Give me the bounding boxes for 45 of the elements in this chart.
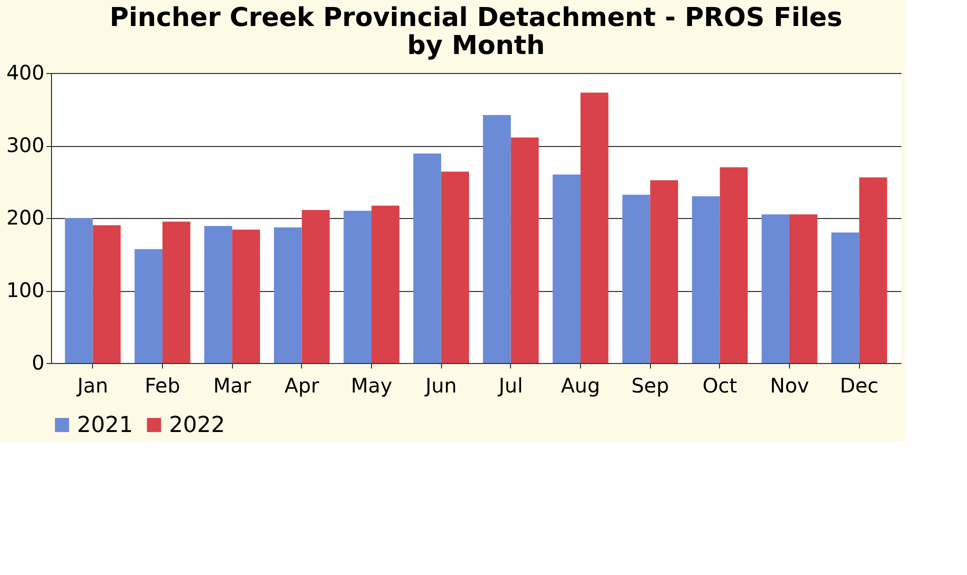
text: by Month [407, 31, 545, 61]
bar [552, 174, 581, 363]
bar [762, 214, 790, 363]
bar [482, 115, 511, 363]
bar [650, 180, 678, 363]
bar [371, 206, 400, 363]
y-tick-label: 300 [6, 133, 44, 157]
y-tick-label: 0 [32, 350, 44, 374]
x-tick-label: Jun [424, 374, 457, 398]
bar [204, 226, 232, 363]
bar [134, 249, 162, 363]
bar [302, 210, 330, 363]
x-tick-label: Dec [840, 374, 879, 398]
x-tick-label: Aug [560, 374, 600, 398]
y-tick-label: 100 [6, 278, 44, 302]
bar [580, 92, 608, 363]
x-tick-label: Mar [213, 374, 252, 398]
x-tick-label: Sep [631, 374, 670, 398]
x-tick-label: Jul [496, 374, 523, 398]
text: Pincher Creek Provincial Detachment - PROS Files [110, 3, 842, 33]
x-tick-label: Nov [770, 374, 810, 398]
x-tick-label: Feb [144, 374, 180, 398]
legend-label: 2021 [77, 413, 133, 438]
bar [162, 222, 190, 363]
bar [274, 227, 302, 363]
bar [344, 210, 372, 363]
bar [441, 172, 470, 363]
bar [622, 194, 650, 363]
x-tick-label: Oct [702, 374, 738, 398]
y-tick-label: 200 [6, 206, 44, 230]
bar [790, 214, 818, 363]
bar [720, 167, 748, 363]
x-tick-label: Jan [75, 374, 108, 398]
bar [831, 232, 860, 363]
bar [92, 225, 121, 363]
bar [64, 218, 93, 363]
y-tick-label: 400 [6, 60, 44, 84]
bar [692, 196, 720, 363]
bar [859, 177, 888, 363]
x-tick-label: May [350, 374, 392, 398]
legend-label: 2022 [169, 413, 225, 438]
x-tick-label: Apr [284, 374, 320, 398]
bar [413, 153, 442, 363]
bar [232, 230, 260, 363]
bar [510, 138, 539, 363]
